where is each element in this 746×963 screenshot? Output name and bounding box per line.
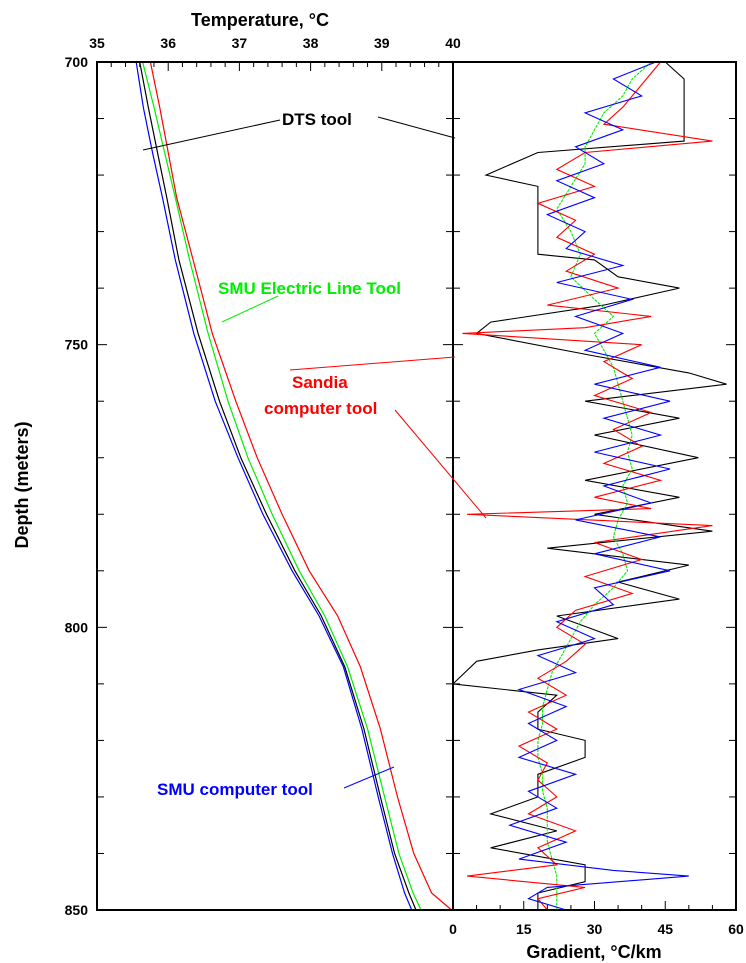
temp-x-tick-label: 40: [445, 35, 461, 51]
gradient-series-smu-electric-line-tool: [537, 61, 652, 910]
left-axis-title: Depth (meters): [12, 421, 32, 548]
gradient-series-group: [451, 61, 727, 911]
temperature-series-smu-computer-tool: [135, 61, 413, 911]
sandia-leader-top: [289, 356, 456, 371]
axes-group: [96, 61, 737, 911]
gradient-x-tick-label: 30: [587, 921, 603, 937]
depth-tick-label: 700: [65, 54, 89, 70]
temp-x-tick-label: 39: [374, 35, 390, 51]
top-axis-title: Temperature, °C: [191, 10, 329, 30]
smu-electric-leader: [221, 295, 279, 323]
dts-leader-left: [142, 119, 281, 151]
temp-x-tick-label: 37: [232, 35, 248, 51]
annotation-sandia-computer-tool: computer tool: [264, 399, 377, 418]
ticks-group: 35 36 37 38 39 40 700 750 800 850 0 15 30 45 60: [65, 35, 744, 937]
bottom-axis-title: Gradient, °C/km: [526, 942, 661, 962]
temperature-series-sandia-computer-tool: [149, 61, 452, 911]
smu-computer-leader: [343, 766, 395, 789]
sandia-leader-bottom: [394, 409, 487, 519]
gradient-x-tick-label: 15: [516, 921, 532, 937]
depth-tick-label: 850: [65, 902, 89, 918]
gradient-x-tick-label: 60: [728, 921, 744, 937]
temp-x-tick-label: 36: [160, 35, 176, 51]
gradient-series-dts-tool: [451, 61, 727, 910]
annotation-sandia: Sandia: [292, 373, 348, 392]
temperature-series-dts-tool: [139, 61, 417, 911]
gradient-x-tick-label: 0: [449, 921, 457, 937]
temp-x-tick-label: 35: [89, 35, 105, 51]
temperature-series-smu-electric-line-tool: [142, 61, 422, 911]
depth-tick-label: 800: [65, 619, 89, 635]
depth-tick-label: 750: [65, 337, 89, 353]
plot-frame: [96, 61, 737, 911]
temperature-series-group: [135, 61, 452, 911]
annotation-smu-electric-line-tool: SMU Electric Line Tool: [218, 279, 401, 298]
gradient-x-tick-label: 45: [657, 921, 673, 937]
temp-x-tick-label: 38: [303, 35, 319, 51]
gradient-series-sandia-computer-tool: [462, 61, 713, 911]
annotation-leaders: [142, 116, 487, 789]
gradient-series-smu-computer-tool: [507, 61, 689, 911]
dts-leader-right: [377, 116, 456, 139]
annotation-smu-computer-tool: SMU computer tool: [157, 780, 313, 799]
annotation-dts-tool: DTS tool: [282, 110, 352, 129]
